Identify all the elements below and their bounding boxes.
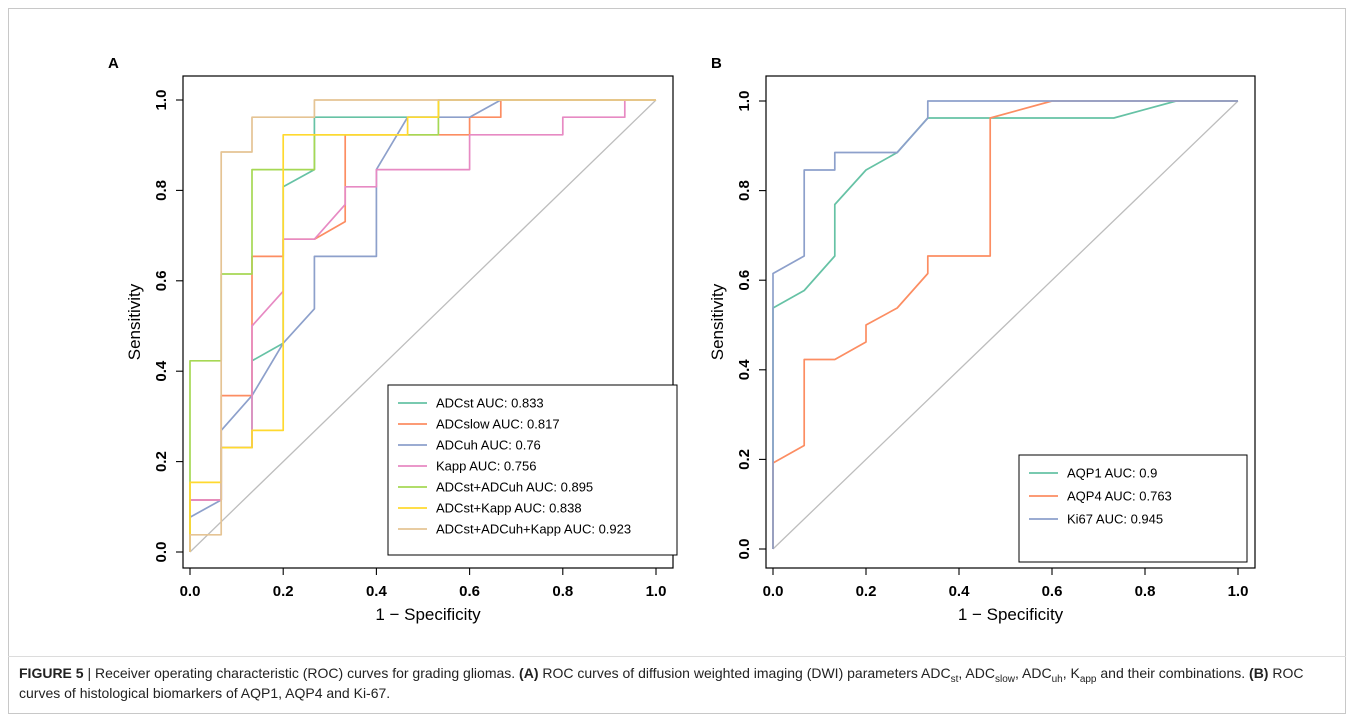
y-tick-label: 0.4 (736, 359, 753, 381)
panel-letter: B (711, 55, 722, 72)
legend-entry: AQP4 AUC: 0.763 (1067, 489, 1172, 504)
roc-curve-2 (772, 100, 1238, 549)
y-tick-label: 1.0 (736, 91, 753, 112)
caption-a-text-1: ROC curves of diffusion weighted imaging… (538, 665, 951, 681)
legend-box (387, 384, 678, 556)
x-tick-label: 1.0 (1228, 583, 1249, 600)
y-tick-label: 1.0 (153, 90, 170, 111)
y-tick-label: 0.0 (736, 539, 753, 560)
caption-a-sub-1: st (950, 673, 959, 685)
x-axis-label: 1 − Specificity (958, 605, 1064, 624)
caption-a-sub-4: app (1079, 673, 1097, 685)
x-tick-label: 0.4 (949, 583, 971, 600)
diagonal-reference-line (772, 100, 1239, 550)
y-axis-label: Sensitivity (125, 283, 144, 360)
caption-b-text: ROC curves of histological biomarkers of… (19, 665, 1304, 701)
caption-a-label: (A) (519, 665, 539, 681)
y-tick-label: 0.2 (736, 449, 753, 470)
caption-a-text-3: , ADC (1014, 665, 1052, 681)
x-tick-label: 0.2 (273, 583, 294, 600)
caption-a-sub-2: slow (994, 673, 1015, 685)
roc-curve-7 (189, 99, 656, 552)
caption-a-text-4: , K (1062, 665, 1080, 681)
x-tick-label: 0.4 (366, 583, 388, 600)
diagonal-reference-line (189, 99, 657, 553)
y-tick-label: 0.8 (153, 180, 170, 201)
plot-frame (765, 75, 1256, 569)
caption-separator: | (83, 665, 95, 681)
roc-curve-1 (772, 100, 1238, 549)
figure-frame (8, 8, 1346, 714)
figure-caption: FIGURE 5 | Receiver operating characteri… (19, 663, 1339, 703)
panel-letter: A (108, 55, 119, 72)
x-axis-label: 1 − Specificity (375, 605, 481, 624)
y-tick-label: 0.4 (153, 360, 170, 382)
legend-entry: ADCst+ADCuh+Kapp AUC: 0.923 (436, 522, 631, 537)
y-tick-label: 0.0 (153, 542, 170, 563)
legend-entry: Ki67 AUC: 0.945 (1067, 512, 1163, 527)
legend-entry: ADCuh AUC: 0.76 (436, 438, 541, 453)
caption-a-text-5: and their combinations. (1096, 665, 1250, 681)
plot-frame (182, 75, 674, 569)
caption-figure-label: FIGURE 5 (19, 665, 84, 681)
caption-b-label: (B) (1249, 665, 1269, 681)
chart-panel-a: A 0.0 0.2 0.4 0.6 0.8 1.0 0.0 0.2 0.4 0.6 0.8 1.0 1 −… (108, 55, 678, 624)
y-axis-label: Sensitivity (708, 283, 727, 360)
y-tick-label: 0.2 (153, 451, 170, 472)
legend-entry: ADCslow AUC: 0.817 (436, 417, 560, 432)
x-tick-label: 0.0 (763, 583, 784, 600)
legend-entry: ADCst AUC: 0.833 (436, 396, 544, 411)
y-tick-label: 0.6 (736, 270, 753, 291)
roc-curve-3 (772, 100, 1238, 549)
x-tick-label: 1.0 (646, 583, 667, 600)
x-tick-label: 0.8 (1135, 583, 1156, 600)
chart-panel-b: B 0.0 0.2 0.4 0.6 0.8 1.0 0.0 0.2 0.4 0.6 0.8 1.0 1 −… (708, 55, 1256, 624)
roc-curve-5 (189, 99, 656, 552)
caption-lead: Receiver operating characteristic (ROC) … (95, 665, 520, 681)
legend: AQP1 AUC: 0.9 AQP4 AUC: 0.763 Ki67 AUC: 0.… (1018, 454, 1248, 563)
caption-a-sub-3: uh (1051, 673, 1063, 685)
y-tick-label: 0.8 (736, 180, 753, 201)
legend: ADCst AUC: 0.833 ADCslow AUC: 0.817 ADCuh … (387, 384, 678, 556)
legend-entry: ADCst+ADCuh AUC: 0.895 (436, 480, 593, 495)
legend-entry: AQP1 AUC: 0.9 (1067, 466, 1157, 481)
legend-entry: Kapp AUC: 0.756 (436, 459, 536, 474)
legend-entry: ADCst+Kapp AUC: 0.838 (436, 501, 582, 516)
roc-figure: A 0.0 0.2 0.4 0.6 0.8 1.0 0.0 0.2 0.4 0.6 0.8 1.0 1 −… (108, 55, 1256, 624)
x-tick-label: 0.8 (552, 583, 573, 600)
y-tick-label: 0.6 (153, 270, 170, 291)
caption-divider (8, 656, 1346, 657)
x-tick-label: 0.2 (856, 583, 877, 600)
x-tick-label: 0.6 (1042, 583, 1063, 600)
x-tick-label: 0.6 (459, 583, 480, 600)
caption-a-text-2: , ADC (958, 665, 995, 681)
x-tick-label: 0.0 (180, 583, 201, 600)
